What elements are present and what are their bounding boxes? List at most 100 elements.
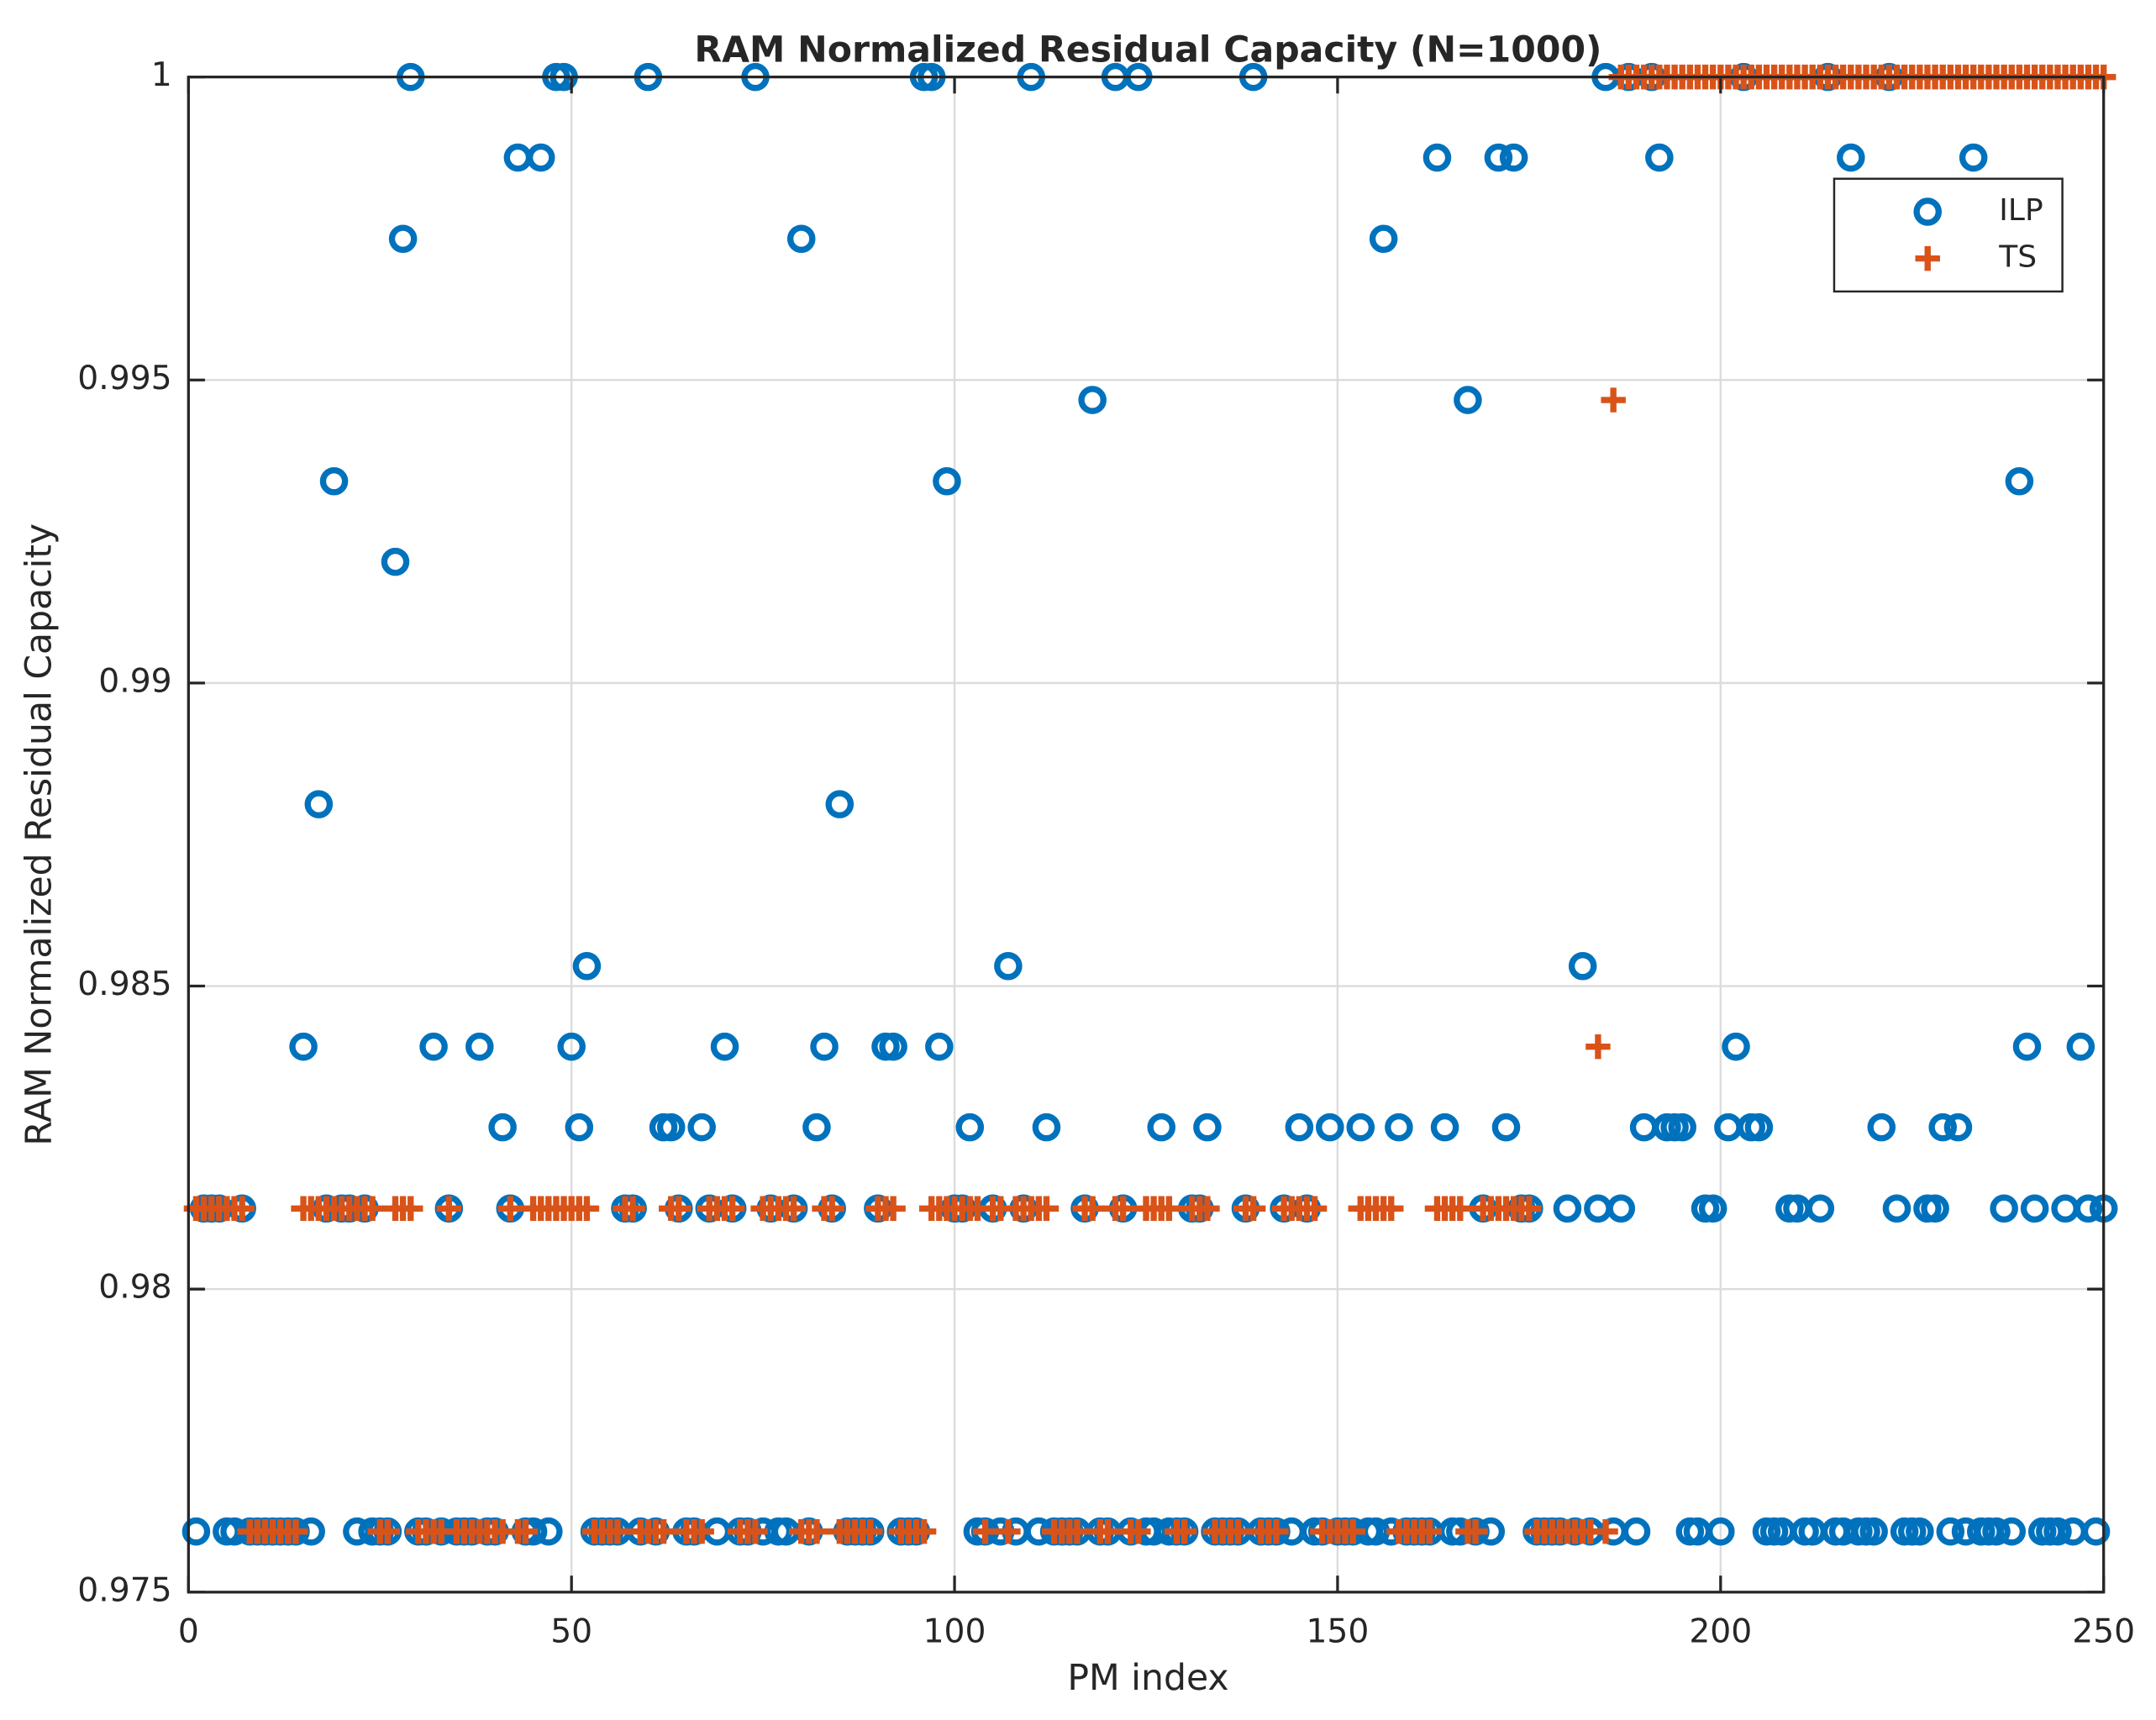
plus-marker bbox=[743, 1518, 768, 1544]
plus-marker bbox=[1585, 1034, 1611, 1060]
circle-marker bbox=[933, 466, 961, 496]
plus-marker bbox=[1379, 1196, 1404, 1221]
x-tick-label: 100 bbox=[923, 1612, 986, 1650]
circle-marker bbox=[1837, 143, 1865, 172]
circle-marker bbox=[557, 1032, 586, 1061]
plus-marker bbox=[497, 1196, 523, 1221]
circle-marker bbox=[1936, 1517, 1965, 1546]
plus-marker bbox=[375, 1518, 401, 1544]
circle-marker bbox=[304, 790, 334, 818]
plus-marker bbox=[666, 1196, 691, 1221]
circle-marker bbox=[319, 466, 349, 496]
circle-marker bbox=[2074, 1194, 2103, 1223]
plus-marker bbox=[881, 1196, 906, 1221]
circle-marker bbox=[1806, 1194, 1835, 1223]
circle-marker bbox=[1928, 1112, 1957, 1142]
circle-marker bbox=[2005, 466, 2034, 496]
plus-marker bbox=[283, 1518, 308, 1544]
circle-marker bbox=[1744, 1112, 1774, 1142]
plus-marker bbox=[1463, 1518, 1488, 1544]
circle-marker bbox=[1193, 1112, 1222, 1142]
ticks: 0 50 100 150 200 250 0.975 0.98 0.985 0.99 0.995 1 bbox=[77, 56, 2135, 1650]
circle-marker bbox=[687, 1112, 716, 1142]
circle-marker bbox=[1990, 1194, 2018, 1223]
circle-marker bbox=[1346, 1112, 1375, 1142]
circle-marker bbox=[1645, 143, 1674, 172]
plus-marker bbox=[436, 1196, 462, 1221]
plus-marker bbox=[858, 1518, 883, 1544]
marks bbox=[181, 62, 2118, 1546]
circle-marker bbox=[526, 143, 555, 172]
circle-marker bbox=[419, 1032, 448, 1061]
circle-marker bbox=[465, 1032, 494, 1061]
circle-marker bbox=[388, 224, 418, 253]
x-tick-label: 150 bbox=[1306, 1612, 1369, 1650]
plus-marker bbox=[911, 1518, 937, 1544]
circle-marker bbox=[2081, 1517, 2111, 1546]
x-tick-label: 200 bbox=[1689, 1612, 1752, 1650]
plus-marker bbox=[1417, 1518, 1443, 1544]
legend-label: TS bbox=[1998, 240, 2037, 275]
circle-marker bbox=[1553, 1194, 1582, 1223]
plus-marker bbox=[819, 1196, 844, 1221]
circle-marker bbox=[1422, 143, 1452, 172]
plus-marker bbox=[1264, 1518, 1289, 1544]
circle-marker bbox=[1454, 386, 1482, 414]
circle-marker bbox=[1943, 1112, 1973, 1142]
plus-marker bbox=[719, 1196, 745, 1221]
plus-marker bbox=[1448, 1196, 1473, 1221]
circle-marker bbox=[2043, 1517, 2072, 1546]
circle-marker bbox=[1906, 1517, 1934, 1546]
x-axis-label: PM index bbox=[1067, 1658, 1228, 1699]
circle-marker bbox=[1078, 386, 1107, 414]
circle-marker bbox=[1668, 1112, 1696, 1142]
plus-marker bbox=[781, 1196, 807, 1221]
circle-marker bbox=[572, 951, 602, 981]
circle-marker bbox=[1568, 951, 1597, 981]
circle-marker bbox=[381, 547, 410, 576]
circle-marker bbox=[181, 1517, 211, 1546]
circle-marker bbox=[825, 790, 855, 818]
plus-marker bbox=[1156, 1196, 1182, 1221]
plus-marker bbox=[397, 1196, 423, 1221]
plus-marker bbox=[620, 1196, 645, 1221]
circle-marker bbox=[1959, 143, 1988, 172]
circle-marker bbox=[1285, 1112, 1314, 1142]
legend-marker bbox=[1913, 197, 1942, 226]
plus-marker bbox=[513, 1518, 539, 1544]
axes-box bbox=[187, 75, 2106, 1594]
y-tick-label: 0.98 bbox=[98, 1269, 171, 1307]
circle-marker bbox=[810, 1032, 839, 1061]
circle-marker bbox=[2066, 1032, 2096, 1061]
plus-marker bbox=[1080, 1196, 1105, 1221]
x-tick-label: 50 bbox=[550, 1612, 592, 1650]
plus-marker bbox=[229, 1196, 255, 1221]
circle-marker bbox=[925, 1032, 954, 1061]
circle-marker bbox=[1147, 1112, 1176, 1142]
circle-marker bbox=[1385, 1112, 1413, 1142]
circle-marker bbox=[1622, 1517, 1651, 1546]
circle-marker bbox=[488, 1112, 517, 1142]
circle-marker bbox=[565, 1112, 594, 1142]
plus-marker bbox=[1340, 1518, 1365, 1544]
plus-marker bbox=[1065, 1518, 1090, 1544]
plus-marker bbox=[1593, 1518, 1618, 1544]
plus-marker bbox=[650, 1518, 676, 1544]
circle-marker bbox=[2012, 1032, 2042, 1061]
y-tick-label: 0.995 bbox=[77, 360, 171, 397]
plus-marker bbox=[574, 1196, 600, 1221]
plus-marker bbox=[1240, 1196, 1266, 1221]
circle-marker bbox=[1997, 1517, 2027, 1546]
series-1 bbox=[183, 64, 2117, 1544]
circle-marker bbox=[710, 1032, 739, 1061]
plus-marker bbox=[1517, 1196, 1542, 1221]
y-tick-label: 0.99 bbox=[98, 662, 171, 700]
circle-marker bbox=[1316, 1112, 1344, 1142]
circle-marker bbox=[994, 951, 1023, 981]
y-tick-label: 0.985 bbox=[77, 965, 171, 1003]
plus-marker bbox=[1033, 1196, 1060, 1221]
circle-marker bbox=[1606, 1194, 1636, 1223]
circle-marker bbox=[1491, 1112, 1521, 1142]
